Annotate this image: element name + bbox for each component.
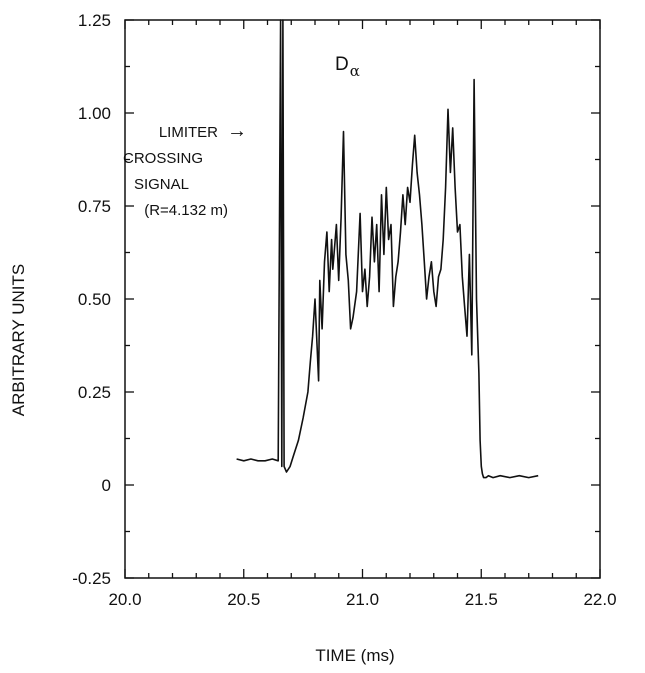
annotation-line-2: CROSSING: [123, 150, 203, 167]
axis-ticks: [124, 19, 601, 579]
x-tick-label: 21.5: [465, 590, 498, 609]
y-tick-label: 0.25: [78, 383, 111, 402]
x-tick-label: 20.5: [227, 590, 260, 609]
x-axis-title: TIME (ms): [315, 646, 394, 665]
y-tick-label: 1.25: [78, 11, 111, 30]
annotation-line-3: SIGNAL: [134, 176, 189, 193]
x-tick-label: 22.0: [583, 590, 616, 609]
limiter-annotation: LIMITER → CROSSING SIGNAL (R=4.132 m): [123, 120, 247, 219]
x-tick-label: 21.0: [346, 590, 379, 609]
y-axis-title: ARBITRARY UNITS: [9, 264, 28, 416]
annotation-line-4: (R=4.132 m): [144, 202, 228, 219]
y-tick-labels: -0.25 0 0.25 0.50 0.75 1.00 1.25: [72, 11, 111, 588]
y-tick-label: 0.50: [78, 290, 111, 309]
series-line: [236, 19, 539, 479]
series-label-main: D: [335, 54, 349, 75]
annotation-arrow: →: [227, 120, 247, 142]
y-tick-label: 0: [102, 476, 111, 495]
series-label: Dα: [335, 54, 360, 80]
x-tick-label: 20.0: [108, 590, 141, 609]
y-tick-label: 1.00: [78, 104, 111, 123]
annotation-line-1: LIMITER: [159, 124, 218, 141]
plot-frame: [124, 19, 601, 579]
series-label-sub: α: [350, 62, 360, 80]
y-tick-label: -0.25: [72, 569, 111, 588]
x-tick-labels: 20.0 20.5 21.0 21.5 22.0: [108, 590, 616, 609]
y-tick-label: 0.75: [78, 197, 111, 216]
